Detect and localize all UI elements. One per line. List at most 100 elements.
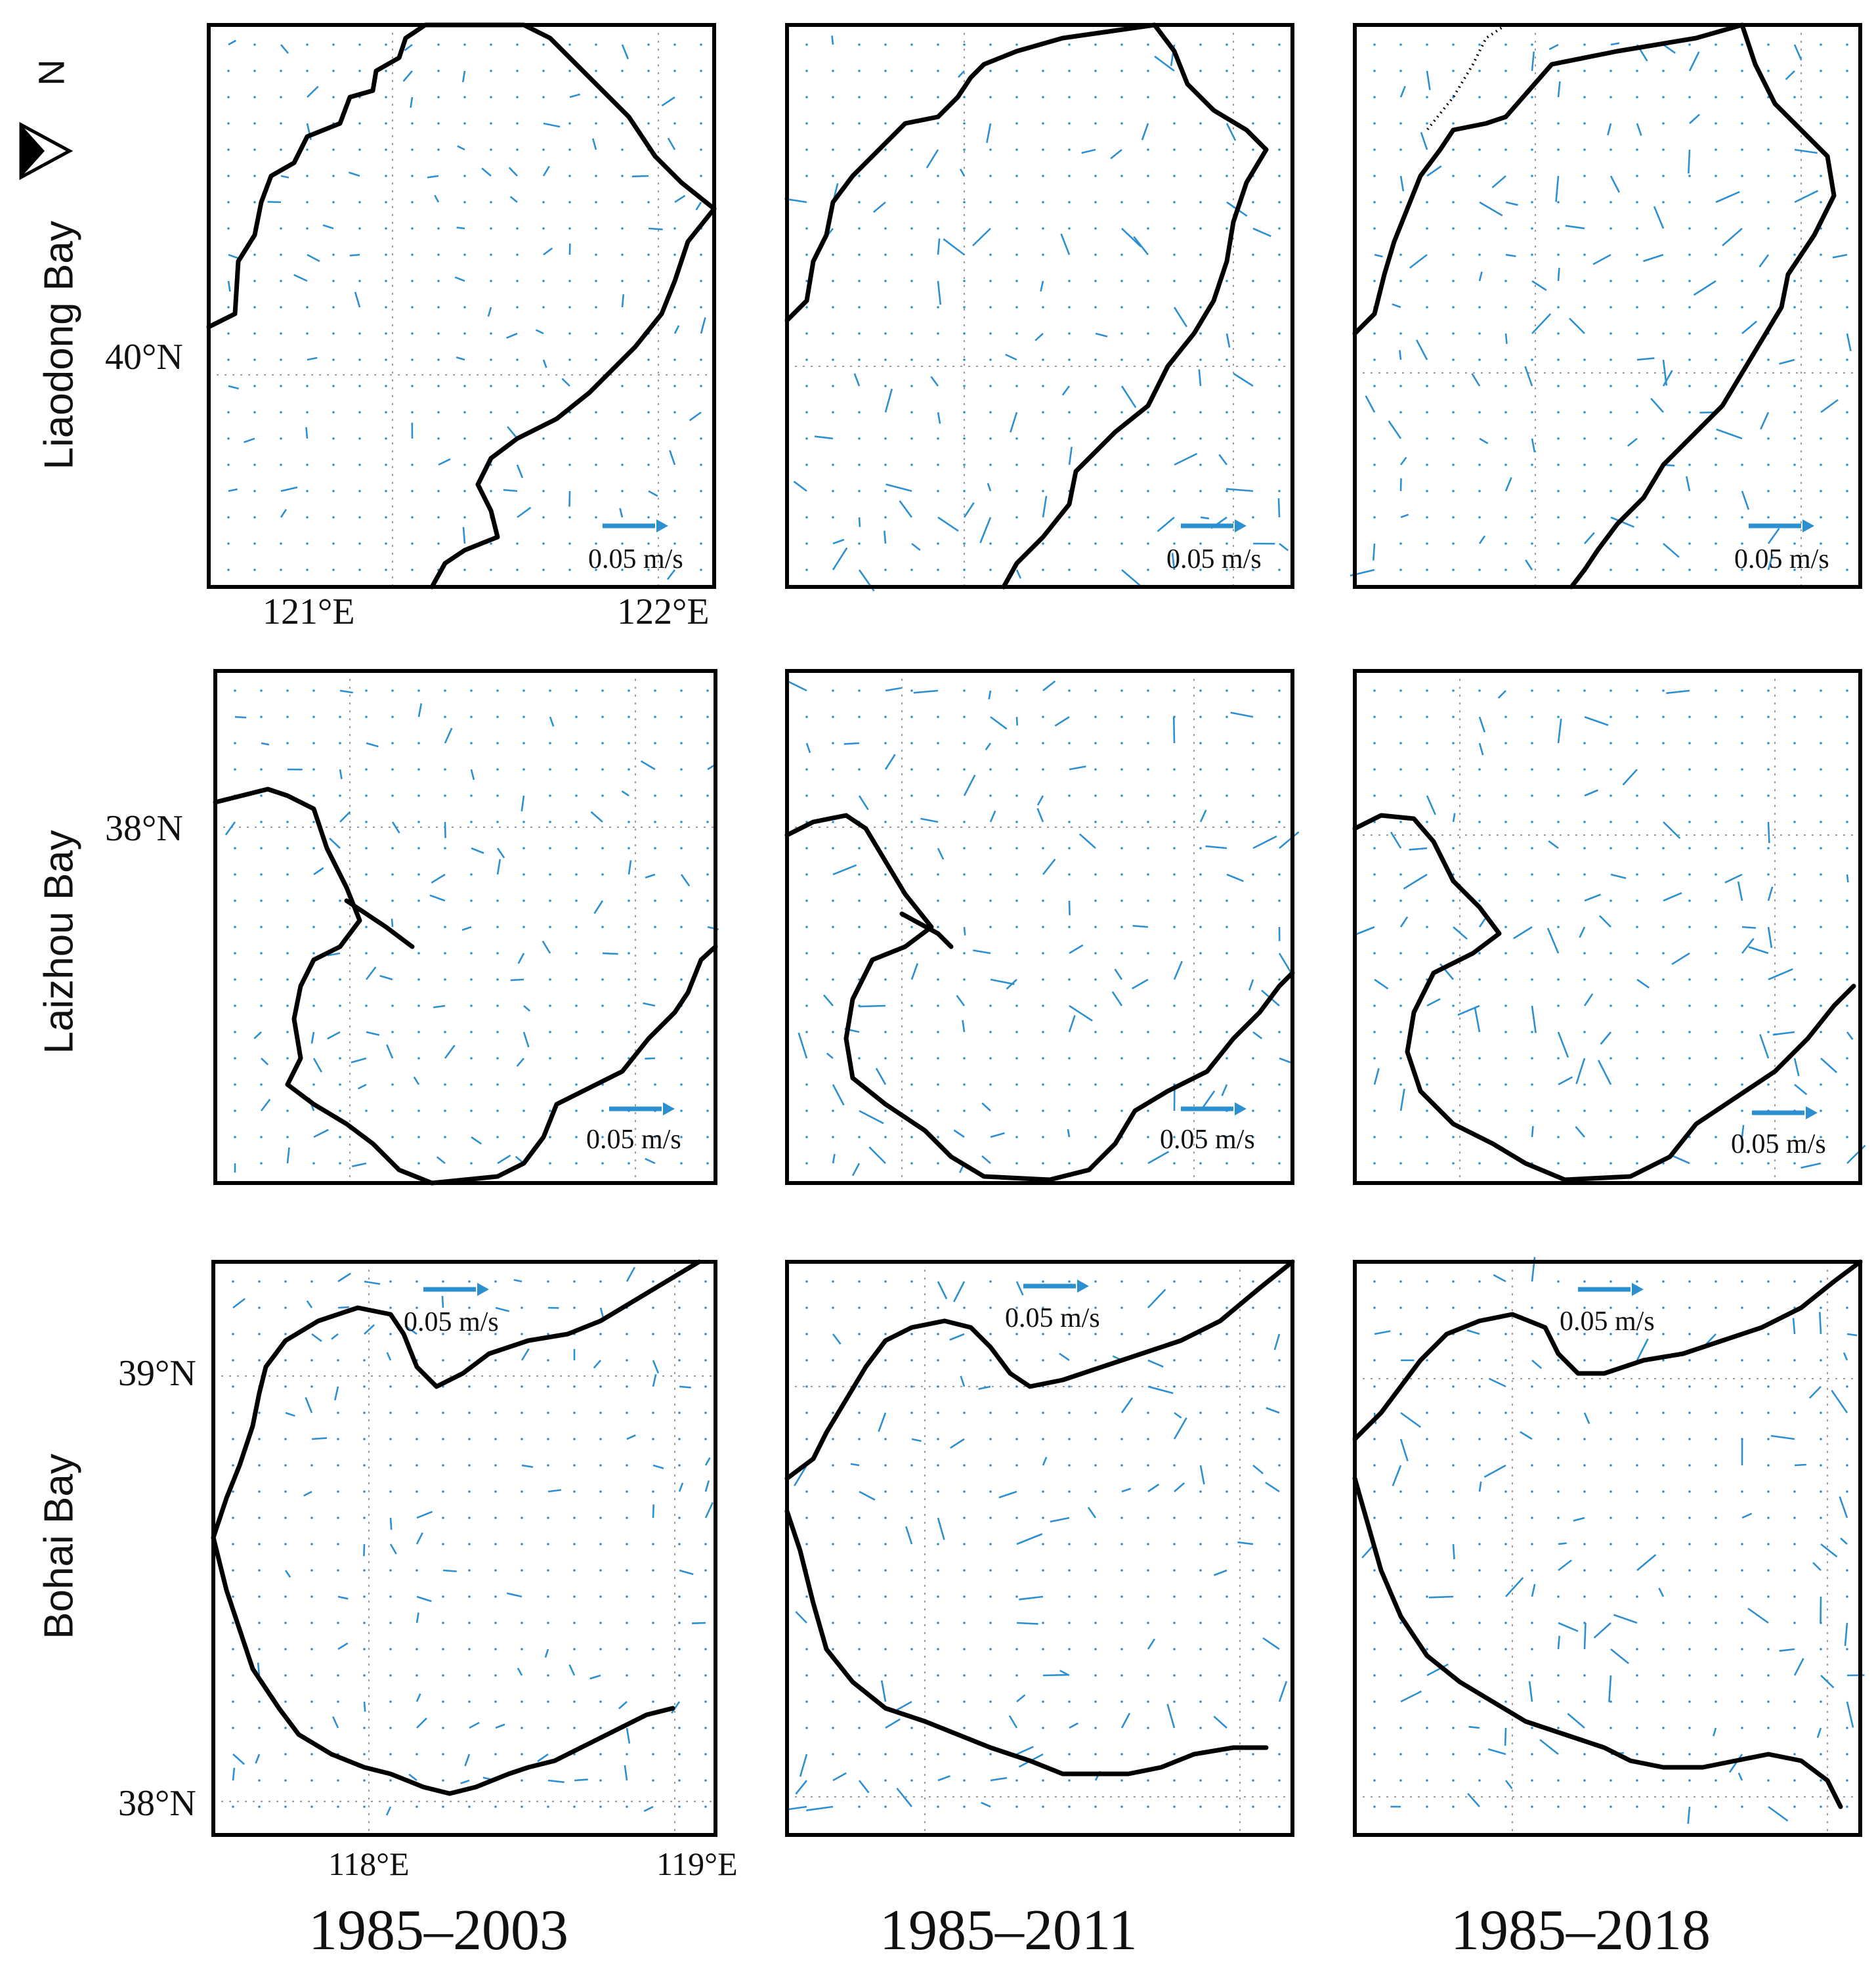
current-dot: [1426, 1333, 1428, 1335]
current-vector: [1036, 795, 1044, 806]
lon-label-119e: 119°E: [656, 1845, 738, 1882]
current-dot: [1068, 742, 1071, 744]
current-vector: [956, 995, 966, 1006]
current-dot: [365, 768, 368, 771]
current-dot: [1173, 1543, 1176, 1545]
current-dot: [573, 1280, 576, 1283]
current-dot: [1715, 1057, 1717, 1060]
current-dot: [884, 847, 887, 850]
current-dot: [1793, 1805, 1796, 1808]
current-dot: [1452, 1805, 1455, 1808]
current-dot: [937, 358, 939, 361]
current-dot: [1793, 463, 1796, 466]
current-dot: [1478, 689, 1481, 692]
current-dot: [1793, 1622, 1796, 1624]
current-dot: [1120, 952, 1123, 955]
current-dot: [1094, 1411, 1097, 1414]
current-dot: [365, 952, 368, 955]
current-dot: [832, 516, 834, 519]
current-dot: [937, 122, 939, 125]
current-dot: [937, 768, 939, 771]
current-dot: [232, 1727, 234, 1729]
current-dot: [1120, 847, 1123, 850]
current-dot: [1688, 1083, 1691, 1086]
current-dot: [1478, 1306, 1481, 1309]
current-dot: [253, 516, 256, 519]
current-dot: [496, 716, 499, 718]
current-dot: [1015, 926, 1018, 928]
current-vector: [1010, 412, 1018, 433]
current-dot: [1636, 1031, 1638, 1033]
current-dot: [1094, 437, 1097, 440]
current-dot: [626, 1674, 628, 1677]
current-vector: [832, 864, 857, 876]
current-dot: [1478, 1162, 1481, 1165]
current-dot: [1478, 1753, 1481, 1756]
current-dot: [1042, 1622, 1044, 1624]
current-dot: [227, 175, 230, 177]
current-dot: [832, 978, 834, 981]
current-dot: [832, 926, 834, 928]
current-dot: [280, 358, 282, 361]
current-dot: [1767, 1004, 1770, 1007]
current-dot: [910, 926, 913, 928]
current-dot: [1042, 1517, 1044, 1519]
current-dot: [599, 1569, 602, 1572]
current-dot: [1173, 1359, 1176, 1362]
current-vector: [990, 716, 1008, 730]
current-dot: [1373, 148, 1376, 151]
current-dot: [1636, 96, 1638, 98]
current-dot: [1015, 332, 1018, 335]
current-dot: [1662, 978, 1665, 981]
current-dot: [1741, 201, 1743, 204]
current-dot: [1278, 201, 1281, 204]
current-dot: [1662, 1057, 1665, 1060]
current-dot: [1557, 1162, 1560, 1165]
current-dot: [1373, 1359, 1376, 1362]
current-dot: [1662, 306, 1665, 309]
current-dot: [1610, 716, 1612, 718]
current-dot: [1504, 1162, 1507, 1165]
current-dot: [444, 847, 446, 850]
current-dot: [805, 332, 808, 335]
current-dot: [442, 1438, 444, 1440]
current-dot: [1741, 794, 1743, 797]
current-dot: [521, 1779, 523, 1782]
current-dot: [1278, 280, 1281, 282]
current-dot: [573, 1517, 576, 1519]
current-dot: [234, 689, 236, 692]
current-vector: [1111, 991, 1123, 1006]
current-dot: [1199, 463, 1202, 466]
current-dot: [673, 437, 676, 440]
current-dot: [1793, 1162, 1796, 1165]
current-vector: [1005, 353, 1017, 361]
current-dot: [416, 1306, 418, 1309]
current-vector: [937, 412, 941, 424]
current-dot: [1426, 490, 1428, 492]
current-dot: [1094, 1569, 1097, 1572]
current-dot: [1531, 411, 1533, 414]
current-dot: [628, 847, 630, 850]
current-dot: [389, 1753, 392, 1756]
current-dot: [1583, 490, 1586, 492]
current-vector: [1279, 831, 1300, 849]
current-dot: [260, 689, 263, 692]
current-dot: [385, 516, 387, 519]
current-dot: [516, 227, 519, 230]
current-vector: [1820, 1596, 1822, 1623]
current-dot: [628, 978, 630, 981]
current-dot: [1173, 280, 1176, 282]
current-dot: [312, 1162, 315, 1165]
current-dot: [463, 122, 466, 125]
current-vector: [1688, 51, 1700, 72]
current-dot: [1015, 463, 1018, 466]
current-vector: [574, 1778, 588, 1782]
current-dot: [1557, 201, 1560, 204]
current-dot: [1278, 1438, 1281, 1440]
current-dot: [1504, 847, 1507, 850]
current-dot: [332, 148, 335, 151]
current-vector: [626, 1266, 636, 1282]
current-dot: [1452, 1569, 1455, 1572]
current-dot: [1662, 1004, 1665, 1007]
current-dot: [490, 332, 492, 335]
